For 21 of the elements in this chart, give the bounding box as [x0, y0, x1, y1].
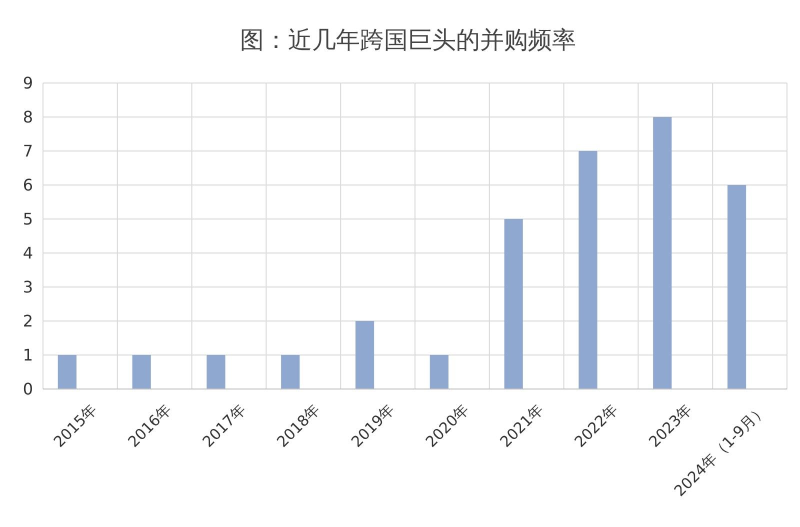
y-tick-label: 0 — [22, 380, 33, 399]
y-tick-label: 4 — [22, 244, 33, 263]
bar — [653, 117, 672, 389]
bar — [430, 355, 448, 389]
y-tick-label: 9 — [22, 74, 33, 93]
bar — [578, 151, 598, 389]
y-tick-label: 5 — [22, 210, 33, 229]
y-tick-label: 2 — [22, 312, 33, 331]
bar — [281, 355, 300, 389]
bar — [727, 185, 746, 389]
bar — [504, 219, 523, 389]
y-tick-label: 8 — [22, 108, 33, 127]
y-tick-label: 6 — [22, 176, 33, 195]
y-tick-label: 7 — [22, 142, 33, 161]
bar — [132, 355, 151, 389]
bar — [58, 355, 76, 389]
y-tick-label: 1 — [22, 346, 33, 365]
y-tick-label: 3 — [22, 278, 33, 297]
bar — [206, 355, 226, 389]
bar — [355, 321, 374, 389]
chart-title: 图：近几年跨国巨头的并购频率 — [240, 26, 576, 54]
